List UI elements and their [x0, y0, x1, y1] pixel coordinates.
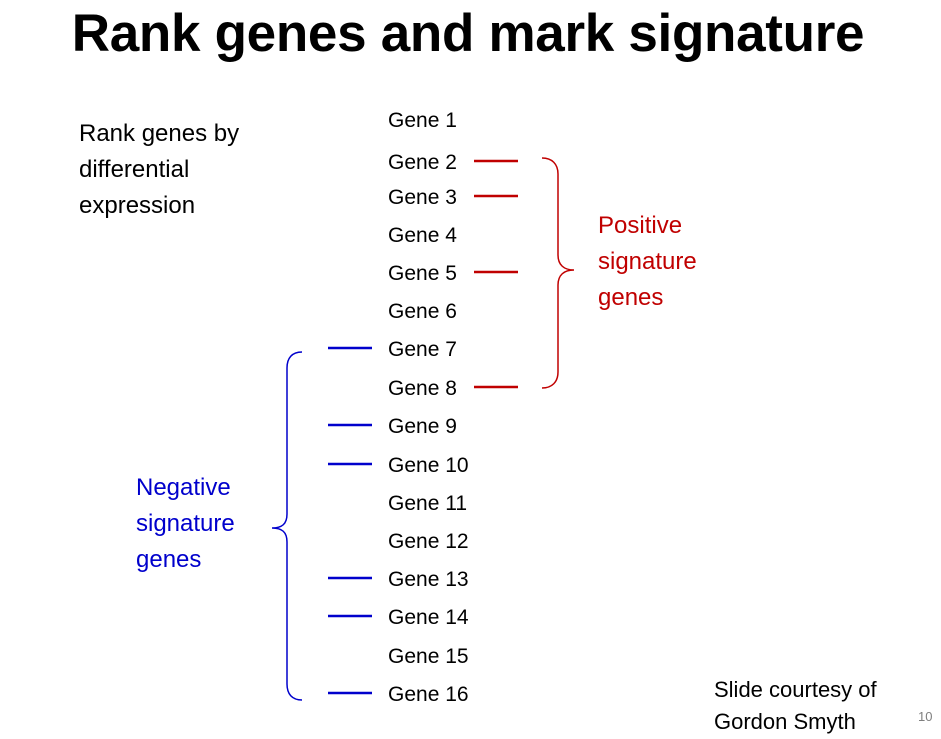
- positive-label-line: genes: [598, 284, 664, 311]
- negative-label-line: genes: [136, 546, 202, 573]
- credit-line: Slide courtesy of: [714, 677, 877, 702]
- negative-label-line: Negative: [136, 474, 231, 501]
- positive-brace: [541, 157, 575, 389]
- gene-label: Gene 16: [388, 683, 469, 706]
- gene-label: Gene 5: [388, 262, 457, 285]
- gene-label: Gene 15: [388, 645, 469, 668]
- gene-label: Gene 10: [388, 454, 469, 477]
- gene-label: Gene 13: [388, 568, 469, 591]
- description-line: expression: [79, 192, 196, 219]
- negative-markers: [328, 346, 372, 695]
- gene-label: Gene 8: [388, 377, 457, 400]
- page-number: 10: [918, 709, 933, 724]
- credit-line: Gordon Smyth: [714, 709, 856, 734]
- gene-label: Gene 4: [388, 224, 457, 247]
- rank-description: Rank genes by differential expression: [79, 116, 339, 224]
- positive-signature-label: Positive signature genes: [598, 208, 758, 316]
- positive-markers: [474, 159, 518, 389]
- negative-signature-label: Negative signature genes: [136, 470, 286, 578]
- gene-label: Gene 1: [388, 109, 457, 132]
- gene-label: Gene 7: [388, 338, 457, 361]
- gene-label: Gene 14: [388, 606, 469, 629]
- gene-label: Gene 9: [388, 415, 457, 438]
- description-line: differential: [79, 156, 190, 183]
- gene-label: Gene 2: [388, 151, 457, 174]
- gene-label: Gene 3: [388, 186, 457, 209]
- gene-label: Gene 12: [388, 530, 469, 553]
- gene-label: Gene 11: [388, 492, 468, 515]
- positive-label-line: signature: [598, 248, 697, 275]
- description-line: Rank genes by: [79, 120, 240, 147]
- negative-brace: [271, 351, 303, 701]
- negative-label-line: signature: [136, 510, 235, 537]
- positive-label-line: Positive: [598, 212, 683, 239]
- slide-title: Rank genes and mark signature: [71, 4, 865, 63]
- slide-credit: Slide courtesy of Gordon Smyth: [714, 674, 924, 738]
- gene-label: Gene 6: [388, 300, 457, 323]
